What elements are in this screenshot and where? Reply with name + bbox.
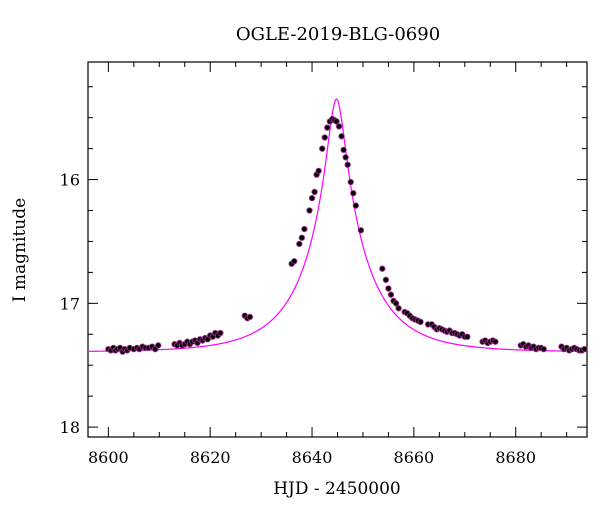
data-point (155, 342, 162, 349)
plot-area: 8600 8620 8640 8660 8680 16 17 18 (60, 61, 588, 467)
model-curve (87, 98, 586, 352)
data-point (352, 202, 359, 209)
x-tick-label: 8660 (394, 448, 435, 467)
data-point (392, 300, 400, 307)
data-point (395, 305, 402, 312)
data-point (217, 329, 224, 337)
data-point (311, 188, 318, 196)
data-point (540, 345, 547, 353)
x-tick-label: 8680 (495, 448, 536, 467)
y-tick-label: 18 (60, 418, 80, 437)
data-point (315, 167, 322, 175)
data-point (335, 123, 343, 130)
y-tick-label: 16 (60, 171, 80, 190)
plot-frame (87, 61, 588, 438)
y-tick-label: 17 (60, 294, 80, 313)
data-point (350, 190, 357, 197)
data-point (296, 240, 303, 248)
y-axis-label: I magnitude (10, 198, 30, 302)
data-point (417, 318, 424, 326)
data-point (382, 276, 390, 283)
data-point (319, 145, 326, 152)
data-point (306, 207, 313, 214)
chart-title: OGLE-2019-BLG-0690 (236, 24, 440, 45)
data-point (379, 265, 386, 272)
x-tick-label: 8600 (88, 448, 129, 467)
data-point (342, 154, 349, 161)
data-point (298, 234, 306, 241)
data-point (464, 333, 471, 340)
data-point (246, 313, 254, 321)
x-tick-label: 8640 (292, 448, 333, 467)
data-point (387, 291, 395, 298)
data-point (492, 338, 499, 345)
data-point (321, 134, 328, 141)
data-point (385, 285, 392, 292)
data-point (301, 225, 308, 233)
data-point (581, 345, 588, 353)
data-point (340, 146, 347, 154)
data-point (291, 258, 298, 265)
data-point (338, 133, 345, 140)
data-point (324, 124, 331, 131)
data-point (308, 194, 316, 202)
data-point (347, 178, 354, 186)
x-axis-label: HJD - 2450000 (273, 479, 401, 499)
data-point (344, 161, 351, 168)
x-tick-label: 8620 (190, 448, 231, 467)
data-point (333, 118, 340, 125)
data-point (357, 227, 365, 234)
